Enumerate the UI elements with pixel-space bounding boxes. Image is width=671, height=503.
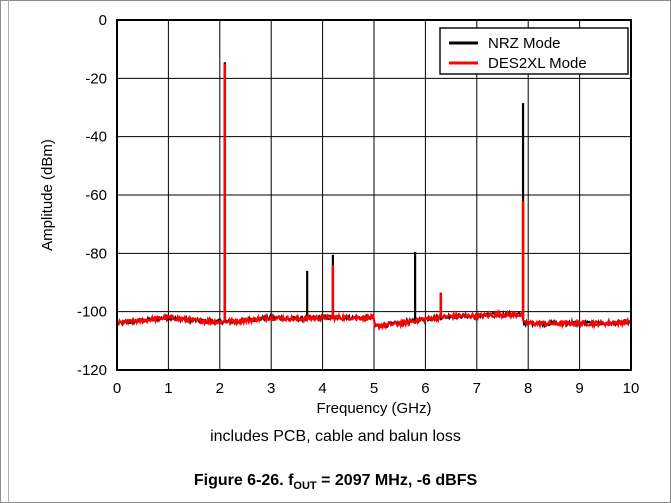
figure-caption-suffix: = 2097 MHz, -6 dBFS bbox=[316, 472, 478, 489]
y-tick-label: -120 bbox=[77, 362, 107, 379]
x-axis-title: Frequency (GHz) bbox=[316, 400, 431, 417]
legend-label: DES2XL Mode bbox=[488, 55, 587, 72]
y-tick-label: -80 bbox=[85, 245, 107, 262]
y-tick-label: -100 bbox=[77, 304, 107, 321]
x-tick-label: 4 bbox=[318, 380, 326, 397]
figure-caption: Figure 6-26. fOUT = 2097 MHz, -6 dBFS bbox=[0, 472, 671, 492]
y-tick-label: -40 bbox=[85, 129, 107, 146]
x-tick-label: 0 bbox=[113, 380, 121, 397]
legend-label: NRZ Mode bbox=[488, 35, 561, 52]
x-tick-label: 9 bbox=[575, 380, 583, 397]
y-tick-label: -20 bbox=[85, 70, 107, 87]
x-tick-label: 10 bbox=[623, 380, 640, 397]
x-tick-label: 1 bbox=[164, 380, 172, 397]
x-tick-label: 6 bbox=[421, 380, 429, 397]
x-tick-label: 2 bbox=[216, 380, 224, 397]
y-tick-label: 0 bbox=[99, 12, 107, 29]
y-tick-label: -60 bbox=[85, 187, 107, 204]
x-tick-label: 5 bbox=[370, 380, 378, 397]
spectrum-chart: 0 1 2 3 4 5 6 7 8 9 10 0 -20 -40 -60 -80 -100 -120 Frequen… bbox=[39, 12, 640, 417]
x-tick-label: 8 bbox=[524, 380, 532, 397]
figure-caption-prefix: Figure 6-26. f bbox=[193, 472, 294, 489]
legend-box bbox=[439, 27, 629, 75]
y-axis-title: Amplitude (dBm) bbox=[39, 139, 56, 251]
x-tick-label: 7 bbox=[473, 380, 481, 397]
series-noise-floor-1 bbox=[116, 308, 633, 332]
page-margin-rule bbox=[8, 0, 9, 503]
figure-caption-subscript: OUT bbox=[293, 480, 317, 493]
plot-border bbox=[116, 19, 632, 371]
x-tick-label: 3 bbox=[267, 380, 275, 397]
caption-note: includes PCB, cable and balun loss bbox=[210, 428, 461, 445]
